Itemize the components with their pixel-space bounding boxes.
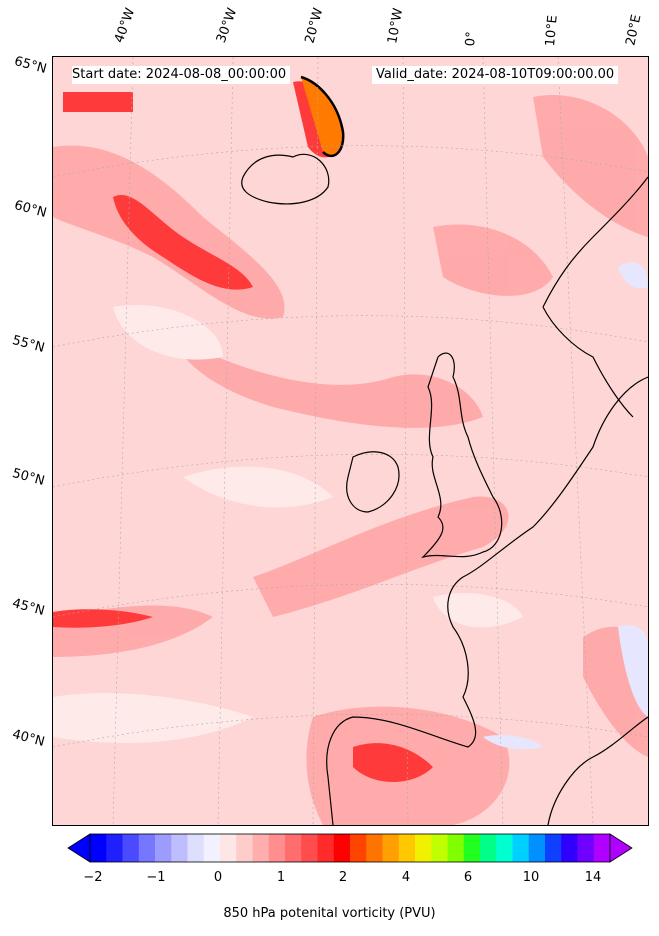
colorbar-cell [187,834,205,862]
colorbar-extend-low [67,833,91,863]
lat-label-65n: 65°N [12,54,49,77]
colorbar-cell [496,834,513,862]
continent-coast [326,376,648,825]
lat-label-40n: 40°N [10,727,47,750]
colorbar-tick: 2 [338,870,348,885]
colorbar-cell [593,834,611,862]
colorbar-cell [252,834,270,862]
colorbar-cell [171,834,188,862]
valid-date-label: Valid_date: 2024-08-10T09:00:00.00 [372,66,619,84]
colorbar-cell [155,834,172,862]
lon-label-10e: 10°E [543,14,561,48]
lon-label-20e: 20°E [623,13,645,48]
map-panel [52,56,649,826]
colorbar-cell [512,834,530,862]
lat-label-60n: 60°N [12,198,49,221]
colorbar-cell [561,834,578,862]
iceland-coast [241,153,330,205]
colorbar-cell [236,834,253,862]
coastlines [241,153,648,825]
colorbar [67,833,633,863]
lon-label-30w: 30°W [213,6,241,45]
colorbar-cell [463,834,481,862]
scandinavia-coast [542,176,648,418]
field-peak [301,77,344,156]
colorbar-cell [122,834,140,862]
vorticity-map [53,57,648,825]
colorbar-cell [415,834,432,862]
colorbar-tick: −1 [146,870,166,885]
lat-label-45n: 45°N [10,596,47,619]
colorbar-cell [138,834,156,862]
colorbar-tick: 6 [463,870,473,885]
graticule [53,57,648,825]
colorbar-cell [220,834,237,862]
lon-label-20w: 20°W [302,6,327,45]
colorbar-cell [90,834,107,862]
colorbar-cell [301,834,318,862]
colorbar-cell [366,834,383,862]
colorbar-cell [350,834,367,862]
field-negative-patches [483,262,648,750]
colorbar-extend-high [609,833,633,863]
colorbar-tick: 0 [213,870,223,885]
colorbar-cell [431,834,448,862]
lon-label-10w: 10°W [385,7,407,46]
colorbar-cell [106,834,123,862]
lat-label-55n: 55°N [10,333,47,356]
colorbar-cell [528,834,546,862]
colorbar-cell [398,834,416,862]
colorbar-cell [382,834,400,862]
lat-label-50n: 50°N [10,466,47,489]
colorbar-cell [268,834,286,862]
colorbar-tick: 10 [522,870,540,885]
pv-2-contour [300,75,345,158]
colorbar-tick: −2 [83,870,103,885]
colorbar-frame [89,833,611,863]
colorbar-cell [285,834,302,862]
colorbar-tick: 4 [401,870,411,885]
start-date-label: Start date: 2024-08-08_00:00:00 [72,66,291,84]
great-britain-coast [421,352,503,559]
colorbar-cell [203,834,221,862]
ireland-coast [346,451,400,513]
lon-label-0: 0° [463,30,480,47]
colorbar-tick: 14 [584,870,602,885]
colorbar-tick: 1 [276,870,286,885]
lon-label-40w: 40°W [111,6,139,45]
field-light-patches [53,305,523,743]
colorbar-cell [545,834,562,862]
colorbar-cell [447,834,465,862]
colorbar-cell [333,834,351,862]
colorbar-label: 850 hPa potenital vorticity (PVU) [223,906,436,921]
colorbar-cell [480,834,497,862]
colorbar-cell [577,834,595,862]
colorbar-cell [317,834,335,862]
